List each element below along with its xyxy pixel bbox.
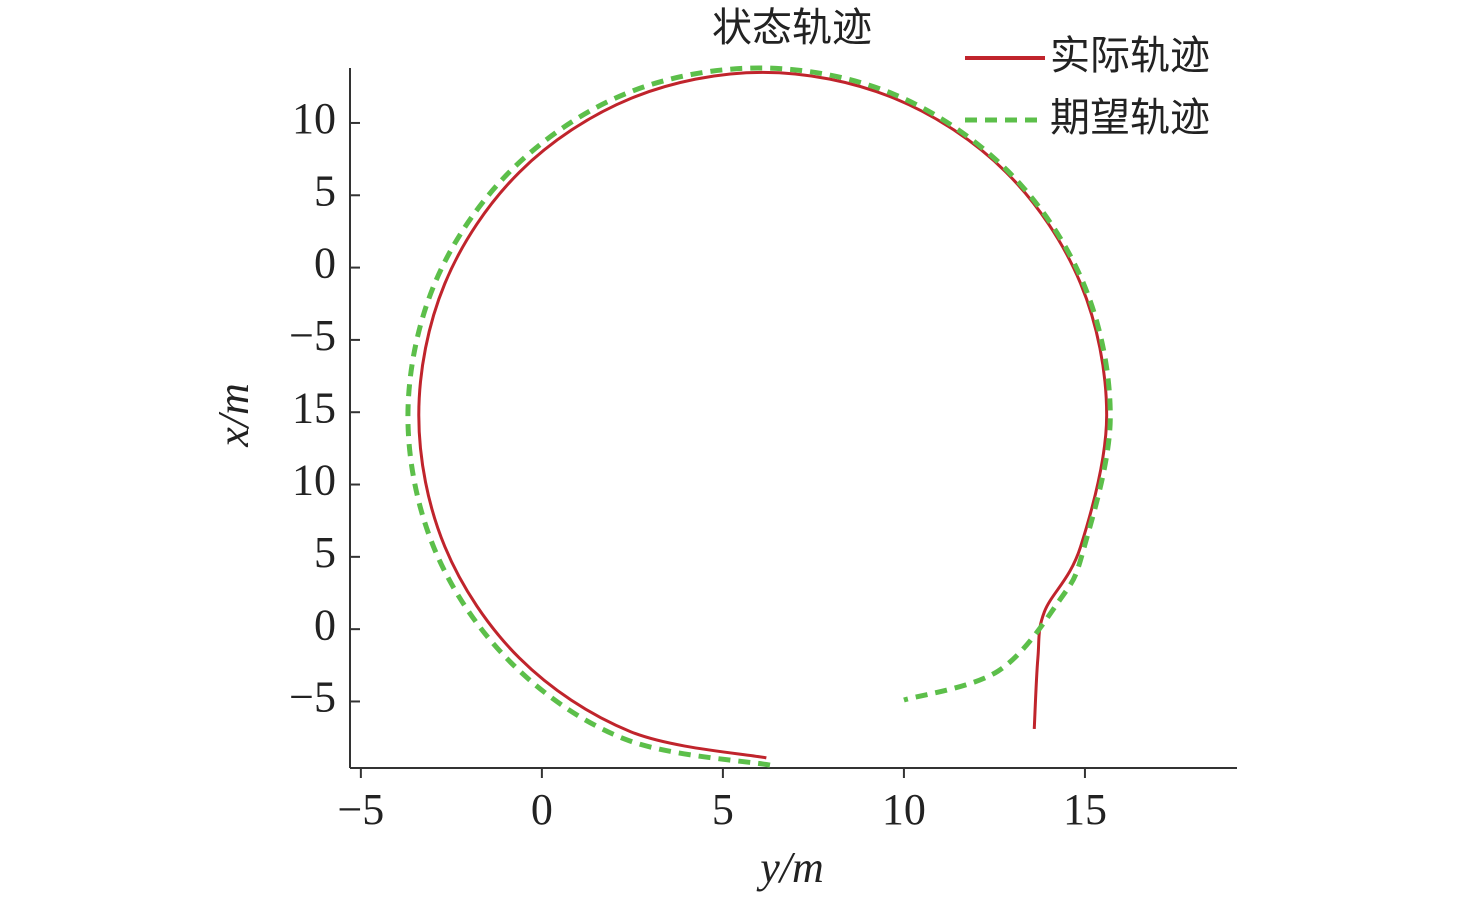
y-tick-label: 0 — [314, 239, 336, 288]
y-tick-label: 15 — [292, 383, 336, 432]
x-tick-label: 15 — [1063, 785, 1107, 834]
y-tick-label: 10 — [292, 94, 336, 143]
y-tick-label: −5 — [289, 673, 336, 722]
chart-title: 状态轨迹 — [712, 5, 872, 51]
series-line — [417, 70, 1109, 760]
x-tick-label: 0 — [531, 785, 553, 834]
y-tick-label: 5 — [314, 528, 336, 577]
series-line — [405, 65, 1113, 768]
legend-label: 期望轨迹 — [1050, 95, 1210, 141]
x-tick-label: 5 — [712, 785, 734, 834]
y-tick-label: −5 — [289, 311, 336, 360]
legend-label: 实际轨迹 — [1050, 33, 1210, 79]
y-tick-label: 10 — [292, 456, 336, 505]
y-tick-label: 0 — [314, 600, 336, 649]
y-tick-label: 5 — [314, 166, 336, 215]
x-tick-label: 10 — [882, 785, 926, 834]
x-axis-label: y/m — [756, 843, 824, 892]
y-axis-label: x/m — [209, 383, 258, 448]
x-tick-label: −5 — [337, 785, 384, 834]
